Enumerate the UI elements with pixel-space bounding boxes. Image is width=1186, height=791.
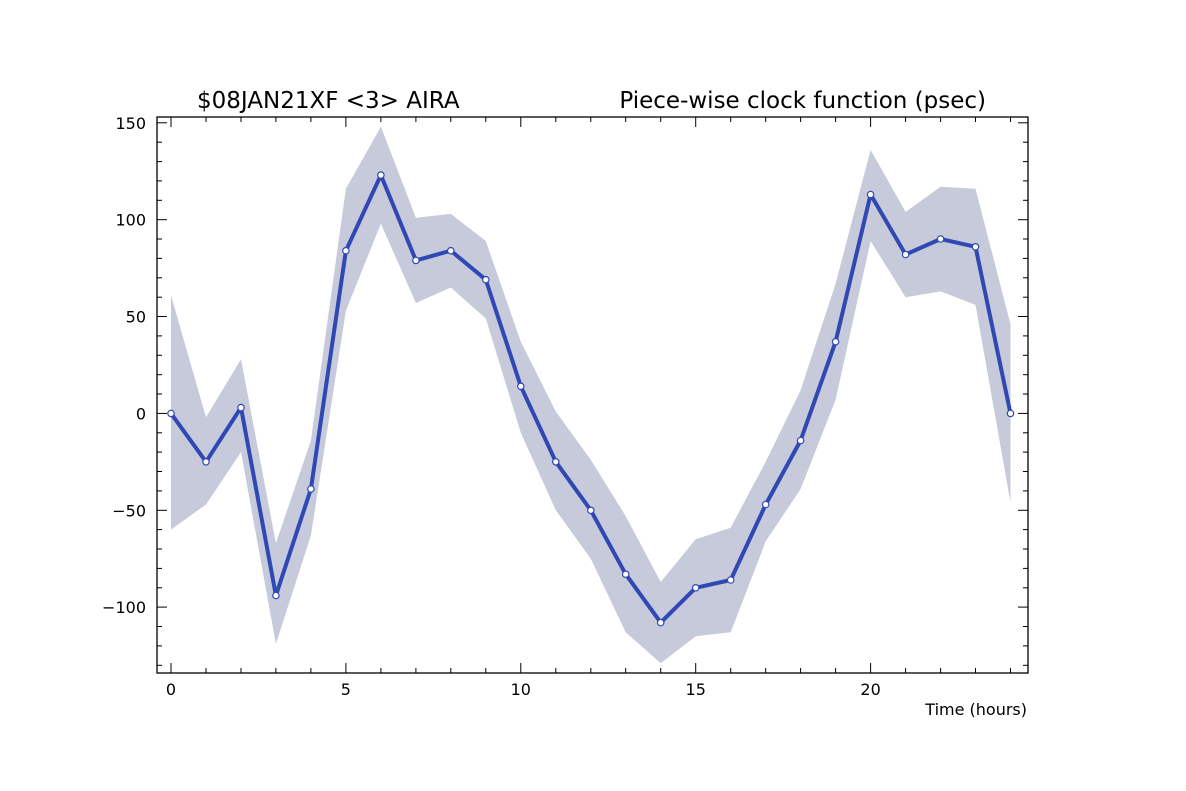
data-point: [272, 591, 280, 600]
error-band-layer: [171, 126, 1011, 664]
chart-title-right: Piece-wise clock function (psec): [619, 88, 986, 114]
data-point: [167, 409, 175, 418]
data-point: [551, 457, 560, 466]
data-point: [971, 243, 980, 251]
data-point: [307, 485, 315, 493]
data-point: [516, 382, 525, 391]
x-tick-label: 20: [860, 680, 880, 699]
data-point: [481, 275, 490, 284]
y-tick-label: 100: [115, 211, 146, 230]
error-band: [171, 126, 1011, 664]
tick-labels: 0 5 10 15 20 −100 −50 0 50 100 150: [102, 114, 881, 699]
data-point: [237, 403, 245, 412]
data-point: [796, 436, 805, 445]
data-point: [936, 235, 945, 243]
data-point: [761, 500, 770, 509]
x-tick-label: 0: [166, 680, 176, 699]
data-point: [342, 246, 350, 255]
plot-frame: [156, 116, 1029, 674]
y-tick-label: −100: [102, 598, 146, 617]
data-point: [726, 576, 735, 584]
y-tick-label: −50: [112, 501, 146, 520]
y-tick-label: 50: [126, 308, 146, 327]
axis-ticks: [157, 117, 1028, 673]
data-point: [691, 583, 700, 592]
data-point: [866, 190, 875, 199]
data-point: [412, 256, 420, 265]
data-point: [831, 337, 840, 346]
data-point: [901, 250, 910, 259]
chart-title-left: $08JAN21XF <3> AIRA: [197, 88, 460, 114]
data-point: [1006, 409, 1015, 418]
y-tick-label: 150: [115, 114, 146, 133]
x-tick-label: 5: [341, 680, 351, 699]
data-point: [656, 618, 665, 627]
data-point: [586, 506, 595, 515]
data-point: [621, 570, 630, 579]
x-axis-label: Time (hours): [924, 700, 1027, 719]
y-tick-label: 0: [136, 404, 146, 423]
data-point: [202, 457, 210, 466]
data-point-layer: [167, 171, 1015, 627]
data-point: [377, 171, 385, 179]
x-tick-label: 15: [686, 680, 706, 699]
data-point: [446, 246, 455, 255]
x-tick-label: 10: [511, 680, 531, 699]
